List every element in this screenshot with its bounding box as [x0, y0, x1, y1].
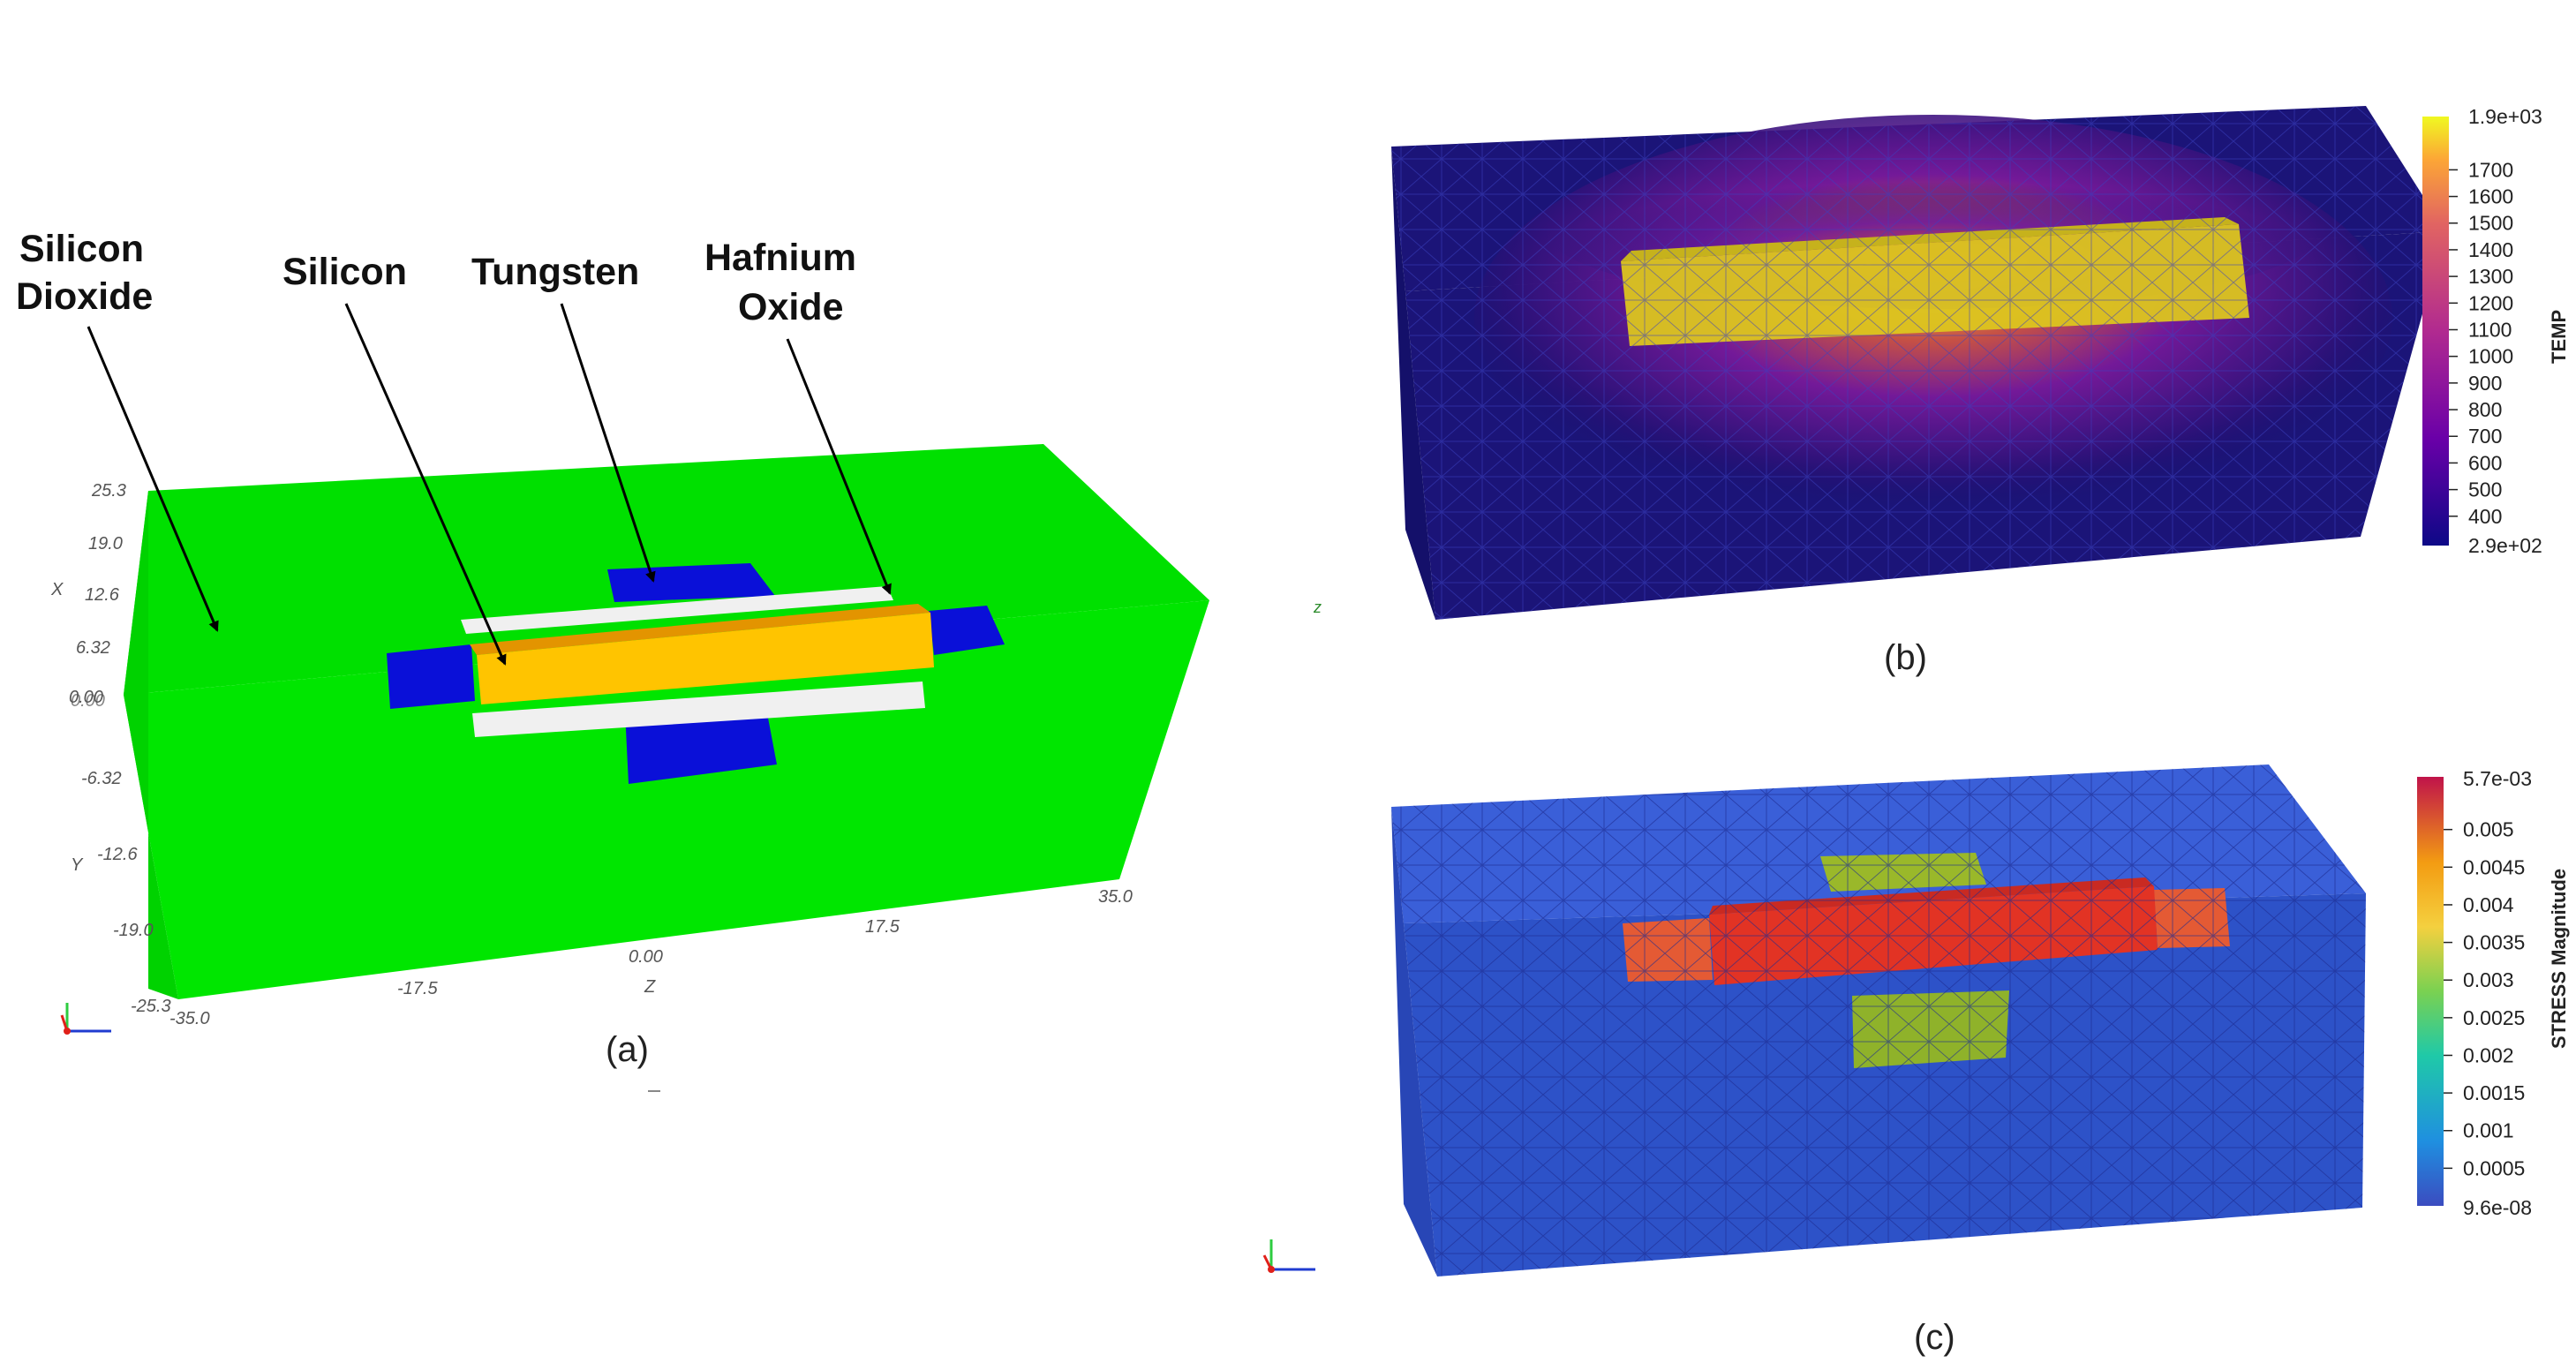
label-hafnium-oxide-1: Hafnium [704, 237, 856, 279]
colorbar-tick-label: 1300 [2468, 265, 2513, 288]
x-tick-overlap: 0.00 [71, 691, 105, 711]
axis-glyph-z: z [1313, 599, 1322, 616]
temp-colorbar: 1.9e+03 2.9e+02 1700 1600 1500 1400 1300 1200… [2422, 105, 2570, 557]
y-tick: -19.0 [113, 921, 154, 940]
axes-triad-icon [1262, 1239, 1315, 1273]
arrow-hafnium-oxide [786, 338, 892, 595]
stress-mesh-top [1391, 764, 2366, 923]
hafnia-top-layer [461, 586, 893, 634]
colorbar-tick-label: 0.002 [2463, 1043, 2514, 1066]
temp-mesh-top [1391, 106, 2445, 291]
temp-colorbar-ticks: 1700 1600 1500 1400 1300 1200 1100 1000 900 800 70… [2449, 158, 2513, 528]
colorbar-tick-label: 0.004 [2463, 893, 2514, 916]
x-tick: 25.3 [91, 481, 126, 501]
panel-a: 25.3 19.0 12.6 6.32 0.00 0.00 X -6.32 -1… [16, 228, 1209, 1092]
caption-b: (b) [1884, 638, 1927, 677]
x-axis-label: X [50, 580, 64, 599]
colorbar-tick-label: 0.005 [2463, 818, 2514, 841]
panel-c: 5.7e-03 9.6e-08 0.0050.00450.0040.00350.… [1262, 764, 2570, 1357]
arrow-tungsten [560, 303, 656, 583]
colorbar-tick-label: 400 [2468, 505, 2502, 528]
panel-b: z 1.9e+03 2.9e+02 1700 1600 1500 1400 1300 12… [1313, 105, 2570, 677]
colorbar-tick-label: 0.0045 [2463, 855, 2525, 878]
x-tick: 19.0 [88, 534, 123, 553]
temp-mesh-front [1405, 231, 2445, 620]
colorbar-tick-label: 0.0015 [2463, 1081, 2525, 1104]
z-tick: -35.0 [169, 1009, 210, 1028]
stress-colorbar: 5.7e-03 9.6e-08 0.0050.00450.0040.00350.… [2417, 767, 2570, 1219]
colorbar-tick-label: 600 [2468, 451, 2502, 474]
label-tungsten: Tungsten [471, 251, 639, 293]
label-silicon: Silicon [282, 251, 407, 293]
colorbar-tick-label: 1500 [2468, 212, 2513, 235]
colorbar-tick-label: 1400 [2468, 238, 2513, 261]
colorbar-tick-label: 700 [2468, 425, 2502, 448]
stress-colorbar-title: STRESS Magnitude [2548, 869, 2570, 1049]
colorbar-tick-label: 0.0025 [2463, 1006, 2525, 1029]
z-tick: 17.5 [865, 917, 900, 937]
stress-mesh-front [1404, 893, 2366, 1276]
y-axis-label: Y [71, 855, 84, 875]
x-tick: 12.6 [85, 585, 120, 605]
temp-colorbar-title: TEMP [2548, 310, 2570, 364]
tungsten-left-contact [387, 644, 475, 709]
stress-colorbar-gradient [2417, 777, 2444, 1206]
temp-side-face [1391, 147, 1435, 620]
temp-colorbar-min: 2.9e+02 [2468, 534, 2542, 557]
silicon-channel-top [470, 604, 930, 655]
x-tick: 6.32 [76, 638, 110, 658]
x-axis-ticks: 25.3 19.0 12.6 6.32 0.00 0.00 X [50, 481, 126, 711]
colorbar-tick-label: 900 [2468, 372, 2502, 395]
colorbar-tick-label: 0.0035 [2463, 931, 2525, 954]
colorbar-tick-label: 1600 [2468, 185, 2513, 208]
z-tick: -17.5 [397, 979, 438, 998]
x-tick: 0.00 [69, 688, 103, 707]
tungsten-right-contact [929, 606, 1005, 655]
z-axis-ticks: -35.0 -17.5 0.00 17.5 35.0 Z [169, 887, 1133, 1028]
colorbar-tick-label: 1700 [2468, 158, 2513, 181]
tungsten-top-block [607, 563, 775, 602]
stress-colorbar-ticks: 0.005 0.0045 0.004 0.0035 0.003 0.0025 0.002 0.… [2444, 818, 2525, 1179]
silicon-channel-front [477, 613, 934, 704]
axes-triad-icon [60, 1003, 111, 1035]
colorbar-tick-label: 0.001 [2463, 1119, 2514, 1142]
colorbar-tick-label: 0.003 [2463, 968, 2514, 991]
oxide-side-face [124, 491, 178, 999]
label-silicon-dioxide-2: Dioxide [16, 275, 153, 318]
temp-colorbar-gradient [2422, 117, 2449, 546]
hafnia-bottom-layer [472, 682, 925, 737]
arrow-silicon [344, 303, 507, 666]
colorbar-tick-label: 800 [2468, 398, 2502, 421]
stress-colorbar-max: 5.7e-03 [2463, 767, 2532, 790]
temp-colorbar-max: 1.9e+03 [2468, 105, 2542, 128]
label-silicon-dioxide-1: Silicon [19, 228, 144, 270]
stress-colorbar-min: 9.6e-08 [2463, 1196, 2532, 1219]
arrow-silicon-dioxide [87, 326, 219, 632]
z-tick: 0.00 [629, 947, 663, 967]
colorbar-tick-label: 1200 [2468, 291, 2513, 314]
y-axis-ticks: -6.32 -12.6 -19.0 -25.3 Y [71, 769, 171, 1016]
y-tick: -12.6 [97, 845, 138, 864]
colorbar-tick-label: 1100 [2468, 318, 2512, 341]
label-hafnium-oxide-2: Oxide [738, 286, 844, 328]
colorbar-tick-label: 500 [2468, 478, 2502, 501]
colorbar-tick-label: 0.0005 [2463, 1156, 2525, 1179]
caption-a: (a) [606, 1030, 649, 1069]
z-axis-label: Z [644, 977, 656, 997]
stress-side-face [1391, 807, 1437, 1276]
caption-c: (c) [1914, 1318, 1955, 1357]
y-tick: -25.3 [131, 997, 171, 1016]
y-tick: -6.32 [81, 769, 122, 788]
z-tick: 35.0 [1098, 887, 1133, 907]
colorbar-tick-label: 1000 [2468, 345, 2513, 368]
